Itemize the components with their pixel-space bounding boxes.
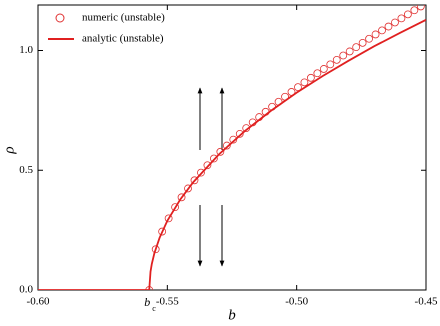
y-tick-label: 1.0 <box>19 44 33 56</box>
data-point <box>197 168 205 177</box>
data-point <box>235 129 244 138</box>
y-tick-label: 0.0 <box>19 284 33 296</box>
annotation: b <box>144 295 150 309</box>
data-point <box>403 10 412 19</box>
data-point <box>391 18 399 27</box>
data-point <box>326 60 335 69</box>
data-point <box>339 51 348 60</box>
data-point <box>319 65 328 73</box>
data-point <box>358 38 367 47</box>
y-tick-label: 0.5 <box>19 164 33 176</box>
y-axis-label: ρ <box>1 146 17 154</box>
data-point <box>216 147 225 156</box>
plot-area <box>38 5 426 290</box>
annotation-subscript: c <box>152 304 156 313</box>
data-point <box>300 78 309 87</box>
data-point <box>209 154 218 163</box>
data-point <box>222 141 231 150</box>
data-point <box>151 245 160 254</box>
data-point <box>416 5 425 11</box>
data-point <box>306 73 315 82</box>
data-point <box>371 30 380 39</box>
data-point <box>352 43 361 52</box>
data-point <box>190 176 199 185</box>
data-point <box>384 22 393 31</box>
data-point <box>365 34 373 43</box>
data-point <box>410 6 419 15</box>
arrows <box>197 87 225 267</box>
x-tick-label: -0.45 <box>415 296 438 308</box>
data-point <box>332 55 341 64</box>
data-point <box>164 214 173 223</box>
data-point <box>313 69 322 78</box>
legend-label: numeric (unstable) <box>82 12 165 24</box>
legend-marker <box>55 13 65 23</box>
data-point <box>184 184 192 193</box>
x-tick-label: -0.60 <box>27 296 50 308</box>
data-point <box>397 14 406 23</box>
legend-label: analytic (unstable) <box>82 33 164 45</box>
x-tick-label: -0.55 <box>156 296 179 308</box>
data-point <box>203 161 212 170</box>
x-tick-label: -0.50 <box>285 296 308 308</box>
data-point <box>345 47 354 56</box>
data-point <box>158 227 167 236</box>
plot-frame <box>37 4 427 291</box>
data-point <box>378 26 386 35</box>
data-point <box>294 83 302 92</box>
data-line <box>38 19 426 290</box>
data-point <box>177 193 186 202</box>
data-point <box>229 135 238 144</box>
data-point <box>171 203 179 212</box>
x-axis-label: b <box>228 307 236 323</box>
